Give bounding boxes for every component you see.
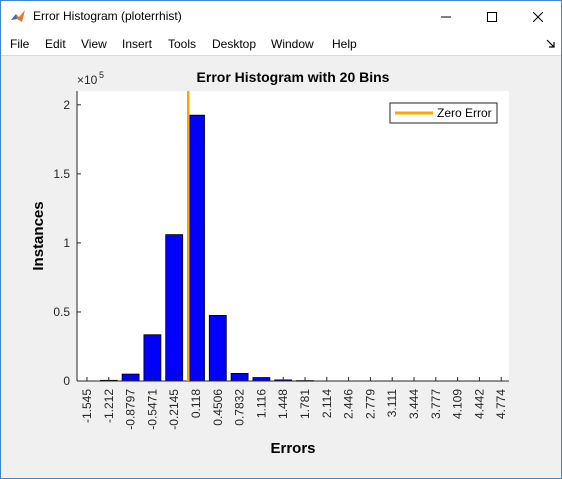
y-axis-ticks: 0 0.5 1 1.5 2 <box>53 98 81 388</box>
menu-view[interactable]: View <box>81 37 107 51</box>
x-tick-label: 4.442 <box>472 389 486 419</box>
y-tick-label: 2 <box>63 98 70 112</box>
x-tick-label: 3.777 <box>429 389 443 419</box>
legend[interactable]: Zero Error <box>389 102 498 124</box>
x-tick-label: 3.444 <box>407 389 421 419</box>
y-tick-label: 1.5 <box>53 167 70 181</box>
figure-canvas: Error Histogram with 20 Bins ×10 5 0 0.5 1… <box>1 57 561 478</box>
x-tick-label: 4.774 <box>494 389 508 419</box>
histogram-bar <box>187 114 205 382</box>
x-tick-label: 1.448 <box>276 389 290 419</box>
histogram-bar <box>208 315 227 382</box>
histogram-bars <box>99 114 314 382</box>
x-tick-label: 3.111 <box>385 389 399 418</box>
axes-lines <box>76 91 509 382</box>
y-exponent-base: ×10 <box>77 73 98 87</box>
chart-title: Error Histogram with 20 Bins <box>197 69 390 85</box>
menu-help[interactable]: Help <box>332 37 357 51</box>
x-tick-label: 2.114 <box>320 389 334 418</box>
x-tick-label: -0.5471 <box>145 389 159 430</box>
title-bar: Error Histogram (ploterrhist) <box>1 1 561 32</box>
matlab-app-icon <box>11 10 25 22</box>
x-axis-ticks: -1.545 -1.212 -0.8797 -0.5471 -0.2145 0.118 0.… <box>80 377 508 430</box>
x-axis-label: Errors <box>270 440 315 457</box>
maximize-icon <box>487 11 497 22</box>
y-tick-label: 0 <box>63 374 70 388</box>
legend-box <box>389 102 498 124</box>
axes-background <box>77 91 509 381</box>
window-title: Error Histogram (ploterrhist) <box>33 9 182 23</box>
x-tick-label: 4.109 <box>451 389 465 419</box>
histogram-bar <box>165 234 184 382</box>
x-tick-label: 1.116 <box>254 389 268 418</box>
minimize-icon <box>441 16 451 17</box>
menu-desktop[interactable]: Desktop <box>212 37 257 51</box>
close-icon <box>533 11 543 22</box>
y-exponent-power: 5 <box>99 70 104 80</box>
histogram-bar <box>143 334 162 382</box>
menu-edit[interactable]: Edit <box>45 37 66 51</box>
menu-file[interactable]: File <box>10 37 30 51</box>
x-tick-label: 0.118 <box>189 389 203 418</box>
x-tick-label: 0.7832 <box>233 389 247 426</box>
y-exponent-label: ×10 5 <box>77 70 104 87</box>
y-tick-label: 1 <box>63 236 70 250</box>
maximize-button[interactable] <box>469 1 515 32</box>
legend-label-zero-error: Zero Error <box>437 106 492 120</box>
x-tick-label: 2.446 <box>342 389 356 419</box>
menu-insert[interactable]: Insert <box>122 37 153 51</box>
dock-arrow-icon[interactable] <box>545 38 557 50</box>
error-histogram-chart: Error Histogram with 20 Bins ×10 5 0 0.5 1… <box>30 69 509 457</box>
x-tick-label: -0.8797 <box>124 389 138 430</box>
x-tick-label: 2.779 <box>363 389 377 419</box>
menu-bar: File Edit View Insert Tools Desktop Wind… <box>1 32 561 56</box>
x-tick-label: -1.545 <box>80 389 94 423</box>
x-tick-label: 1.781 <box>298 389 312 419</box>
x-tick-label: -0.2145 <box>167 389 181 430</box>
minimize-button[interactable] <box>423 1 469 32</box>
menu-window[interactable]: Window <box>271 37 314 51</box>
x-tick-label: 0.4506 <box>211 389 225 426</box>
y-axis-label: Instances <box>30 201 47 270</box>
close-button[interactable] <box>515 1 561 32</box>
menu-tools[interactable]: Tools <box>168 37 197 51</box>
x-tick-label: -1.212 <box>102 389 116 423</box>
y-tick-label: 0.5 <box>53 305 70 319</box>
